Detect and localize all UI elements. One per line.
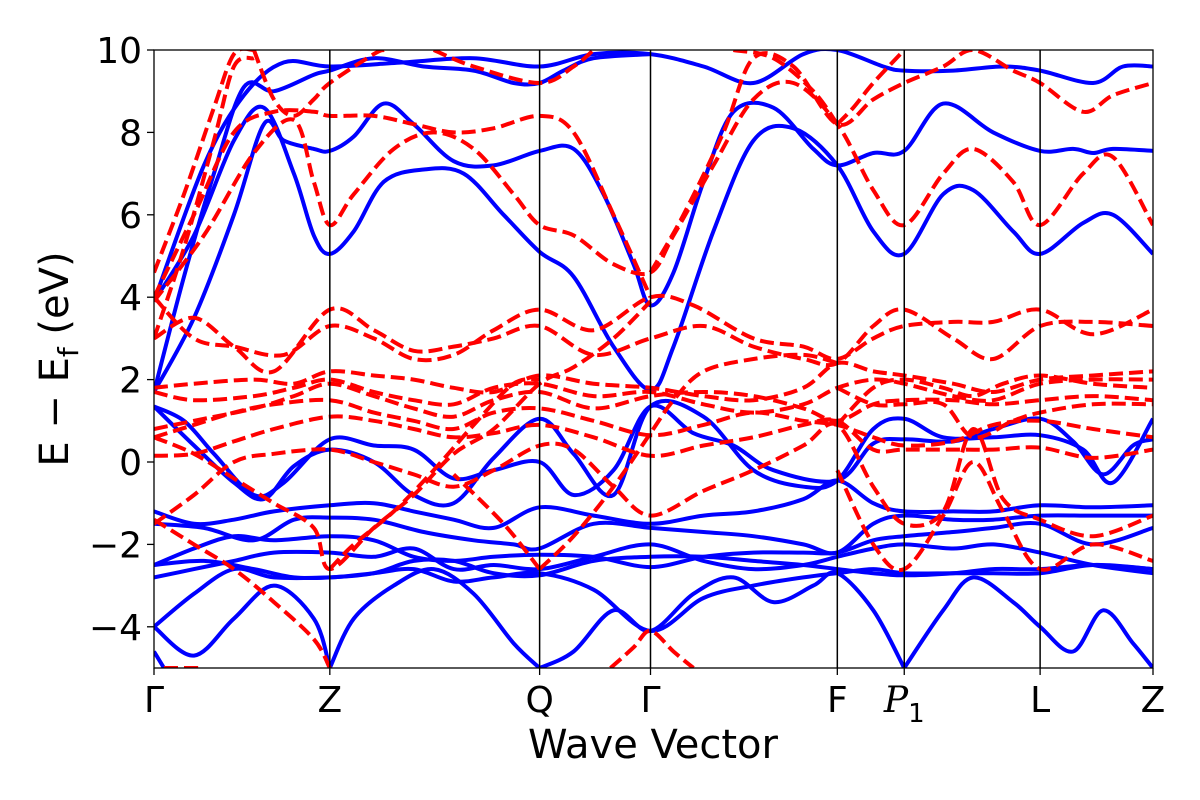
y-tick-label: 2 bbox=[119, 361, 142, 402]
x-tick-label: Q bbox=[525, 680, 553, 721]
x-axis-title: Wave Vector bbox=[528, 722, 779, 768]
x-tick-label: L bbox=[1030, 680, 1050, 721]
dashed-band-9 bbox=[154, 293, 1153, 363]
dashed-band-18 bbox=[328, 377, 540, 571]
y-tick-label: 6 bbox=[119, 196, 142, 237]
dashed-band-26 bbox=[609, 628, 695, 668]
dashed-band-21 bbox=[835, 460, 1153, 573]
dashed-band-5 bbox=[154, 108, 653, 299]
x-tick-label: Γ bbox=[640, 680, 660, 721]
dashed-band-19 bbox=[538, 352, 838, 571]
dashed-band-10 bbox=[154, 306, 1153, 375]
y-axis-title-subscript: f bbox=[52, 346, 85, 357]
y-axis: −4 −2 0 2 4 6 8 10 bbox=[89, 31, 154, 649]
y-tick-label: −2 bbox=[89, 525, 142, 566]
y-tick-label: −4 bbox=[89, 608, 142, 649]
dashed-band-7 bbox=[732, 50, 839, 126]
y-tick-label: 10 bbox=[96, 31, 142, 72]
plot-frame bbox=[153, 49, 1154, 669]
kpoint-lines bbox=[329, 50, 1041, 668]
dashed-band-22 bbox=[835, 373, 1153, 427]
solid-band-0 bbox=[154, 50, 1153, 302]
dashed-band-0 bbox=[154, 50, 255, 274]
y-axis-title-main: E − E bbox=[32, 357, 78, 467]
dashed-band-24 bbox=[154, 517, 332, 668]
solid-band-1 bbox=[154, 52, 651, 393]
solid-band-5 bbox=[154, 398, 1153, 508]
solid-band-12 bbox=[154, 583, 332, 668]
x-tick-label: P1 bbox=[883, 680, 925, 729]
dashed-band-3 bbox=[154, 55, 255, 340]
solid-band-3 bbox=[154, 104, 1153, 392]
y-axis-title-unit: (eV) bbox=[32, 251, 78, 347]
x-tick-label: Z bbox=[1141, 680, 1166, 721]
dashed-band-16 bbox=[154, 421, 1153, 539]
dashed-band-1 bbox=[252, 50, 385, 118]
x-tick-label: F bbox=[827, 680, 848, 721]
dashed-band-6 bbox=[648, 50, 1153, 274]
x-tick-label: Γ bbox=[144, 680, 164, 721]
dashed-band-8 bbox=[835, 50, 906, 126]
x-axis: Γ Z Q Γ F P1 L Z bbox=[144, 668, 1165, 729]
y-tick-label: 8 bbox=[119, 113, 142, 154]
y-tick-label: 0 bbox=[119, 443, 142, 484]
dashed-band-13 bbox=[154, 381, 1153, 431]
y-axis-title: E − Ef (eV) bbox=[32, 251, 85, 466]
x-tick-label: Z bbox=[317, 680, 342, 721]
y-tick-label: 4 bbox=[119, 278, 142, 319]
solid-band-13 bbox=[327, 567, 541, 668]
solid-band-14 bbox=[538, 570, 906, 668]
dashed-band-20 bbox=[452, 472, 542, 571]
dashed-band-23 bbox=[836, 385, 1153, 440]
dashed-band-4 bbox=[154, 79, 1153, 303]
